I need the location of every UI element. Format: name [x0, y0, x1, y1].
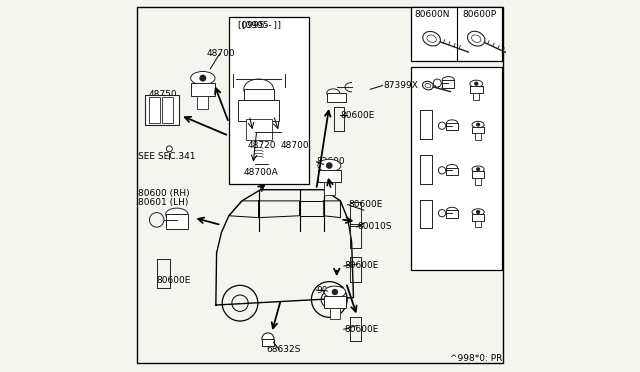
Ellipse shape — [262, 333, 274, 344]
Ellipse shape — [166, 208, 188, 220]
Text: 80600N: 80600N — [415, 10, 451, 19]
Ellipse shape — [467, 31, 485, 46]
Bar — [238, 100, 279, 121]
Bar — [447, 211, 458, 218]
Text: 90602: 90602 — [316, 286, 345, 295]
Bar — [472, 127, 484, 134]
Bar — [472, 171, 484, 178]
Bar — [145, 95, 179, 125]
Ellipse shape — [442, 77, 454, 83]
Ellipse shape — [425, 83, 431, 88]
Text: 80600E: 80600E — [344, 325, 378, 334]
Bar — [191, 83, 215, 96]
Ellipse shape — [327, 89, 340, 97]
Bar — [474, 93, 479, 100]
Bar — [476, 178, 481, 185]
Ellipse shape — [472, 121, 484, 128]
Bar — [197, 96, 209, 109]
Bar — [162, 97, 173, 123]
Ellipse shape — [324, 286, 346, 298]
Circle shape — [200, 76, 205, 81]
Text: SEE SEC.341: SEE SEC.341 — [138, 152, 195, 161]
Bar — [246, 119, 271, 140]
Text: 87399X: 87399X — [383, 81, 418, 90]
Circle shape — [332, 289, 337, 295]
Text: 82600: 82600 — [316, 157, 345, 166]
Ellipse shape — [191, 71, 215, 85]
Text: ^998*0: PR: ^998*0: PR — [450, 355, 502, 363]
Text: 68632S: 68632S — [266, 345, 300, 354]
Text: 48750: 48750 — [149, 90, 177, 99]
Ellipse shape — [447, 120, 458, 126]
Bar — [447, 167, 458, 175]
Bar — [442, 80, 454, 88]
Bar — [229, 17, 309, 184]
Text: 80600E: 80600E — [156, 276, 191, 285]
Ellipse shape — [447, 207, 458, 214]
Circle shape — [477, 123, 479, 126]
Text: 80600 (RH): 80600 (RH) — [138, 189, 189, 198]
Ellipse shape — [423, 32, 440, 46]
Text: [0995-  ]: [0995- ] — [242, 20, 281, 29]
Bar — [318, 170, 340, 182]
Text: [0995-  ]: [0995- ] — [238, 20, 277, 29]
Text: 48700: 48700 — [207, 49, 235, 58]
Text: 80600E: 80600E — [348, 200, 382, 209]
Circle shape — [477, 168, 479, 171]
Ellipse shape — [318, 159, 340, 172]
Bar — [330, 308, 340, 319]
Bar — [470, 86, 483, 93]
Bar — [472, 214, 484, 221]
Text: 80600E: 80600E — [340, 111, 375, 120]
Ellipse shape — [470, 80, 483, 87]
Ellipse shape — [447, 164, 458, 171]
Ellipse shape — [427, 35, 436, 42]
Text: 48700A: 48700A — [244, 169, 278, 177]
Text: 80010S: 80010S — [357, 222, 392, 231]
Bar — [324, 182, 335, 195]
Ellipse shape — [244, 79, 273, 100]
Bar — [447, 123, 458, 130]
Bar — [476, 221, 481, 227]
Bar — [149, 97, 160, 123]
Text: 48720: 48720 — [248, 141, 276, 150]
Circle shape — [475, 82, 477, 85]
Circle shape — [326, 163, 332, 168]
Bar — [166, 214, 188, 229]
Ellipse shape — [472, 35, 481, 42]
Bar — [262, 339, 274, 346]
Bar — [328, 93, 346, 102]
Text: 80601 (LH): 80601 (LH) — [138, 198, 188, 207]
Bar — [244, 89, 273, 102]
Text: 80600E: 80600E — [344, 262, 378, 270]
Ellipse shape — [472, 209, 484, 215]
Text: 48700: 48700 — [281, 141, 310, 150]
Bar — [476, 134, 481, 140]
Ellipse shape — [422, 81, 433, 90]
Bar — [411, 7, 502, 61]
Text: 80600P: 80600P — [462, 10, 496, 19]
Bar — [411, 67, 502, 270]
Ellipse shape — [472, 166, 484, 173]
Circle shape — [477, 211, 479, 214]
Bar — [324, 296, 346, 308]
